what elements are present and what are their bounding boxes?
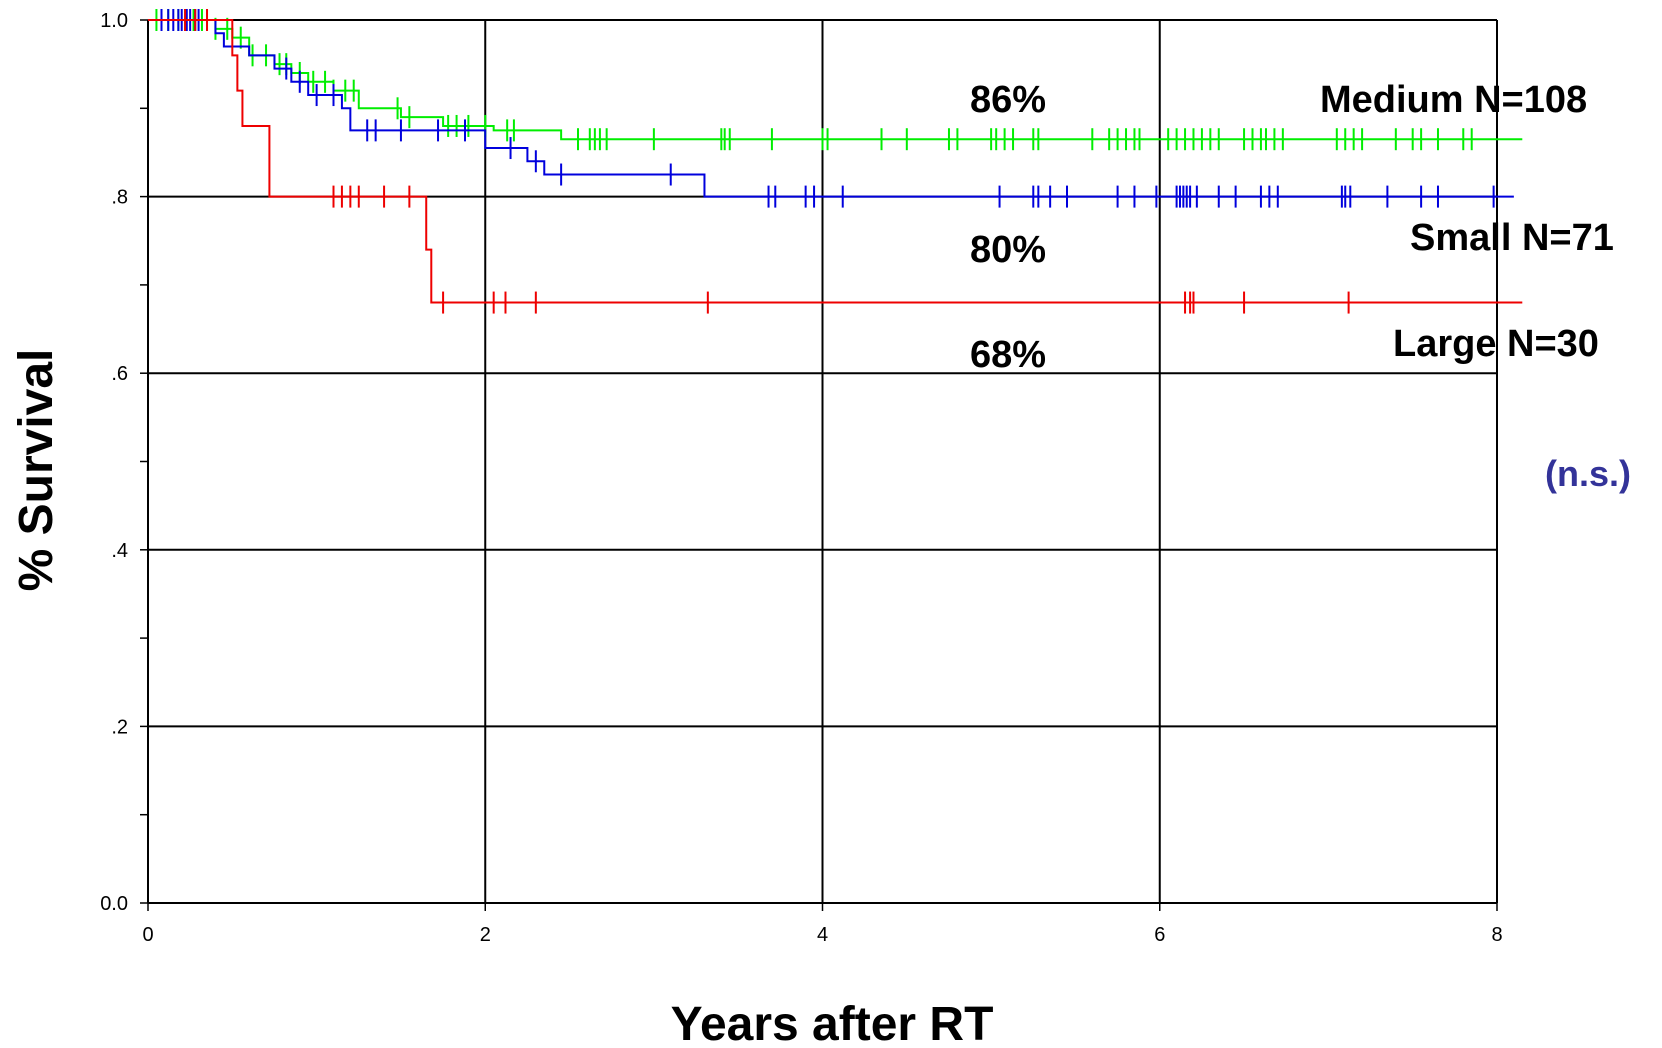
y-tick-label: 1.0 (100, 10, 128, 32)
series-line-1 (148, 20, 1514, 197)
x-tick-label: 0 (142, 924, 153, 946)
y-tick-label: .6 (111, 363, 128, 385)
x-axis-title: Years after RT (671, 998, 994, 1048)
series-line-2 (148, 20, 1522, 303)
y-tick-labels: 0.0 .2 .4 .6 .8 1.0 (100, 10, 128, 915)
annotation-medium-pct: 86% (970, 79, 1046, 121)
y-axis-title: % Survival (10, 349, 63, 592)
y-tick-label: .2 (111, 716, 128, 738)
label-large: Large N=30 (1393, 323, 1599, 365)
y-tick-label: .8 (111, 187, 128, 209)
x-tick-label: 6 (1154, 924, 1165, 946)
series-lines (148, 9, 1522, 314)
annotation-large-pct: 68% (970, 334, 1046, 376)
x-tick-label: 8 (1491, 924, 1502, 946)
y-tick-label: 0.0 (100, 893, 128, 915)
significance-label: (n.s.) (1545, 453, 1631, 494)
series-line-0 (148, 20, 1522, 139)
label-medium: Medium N=108 (1320, 79, 1587, 121)
axes (140, 20, 1497, 911)
annotation-small-pct: 80% (970, 229, 1046, 271)
x-tick-label: 2 (480, 924, 491, 946)
x-tick-label: 4 (817, 924, 828, 946)
grid-lines (148, 20, 1497, 903)
label-small: Small N=71 (1410, 217, 1614, 259)
x-tick-labels: 0 2 4 6 8 (142, 924, 1502, 946)
y-tick-label: .4 (111, 540, 128, 562)
